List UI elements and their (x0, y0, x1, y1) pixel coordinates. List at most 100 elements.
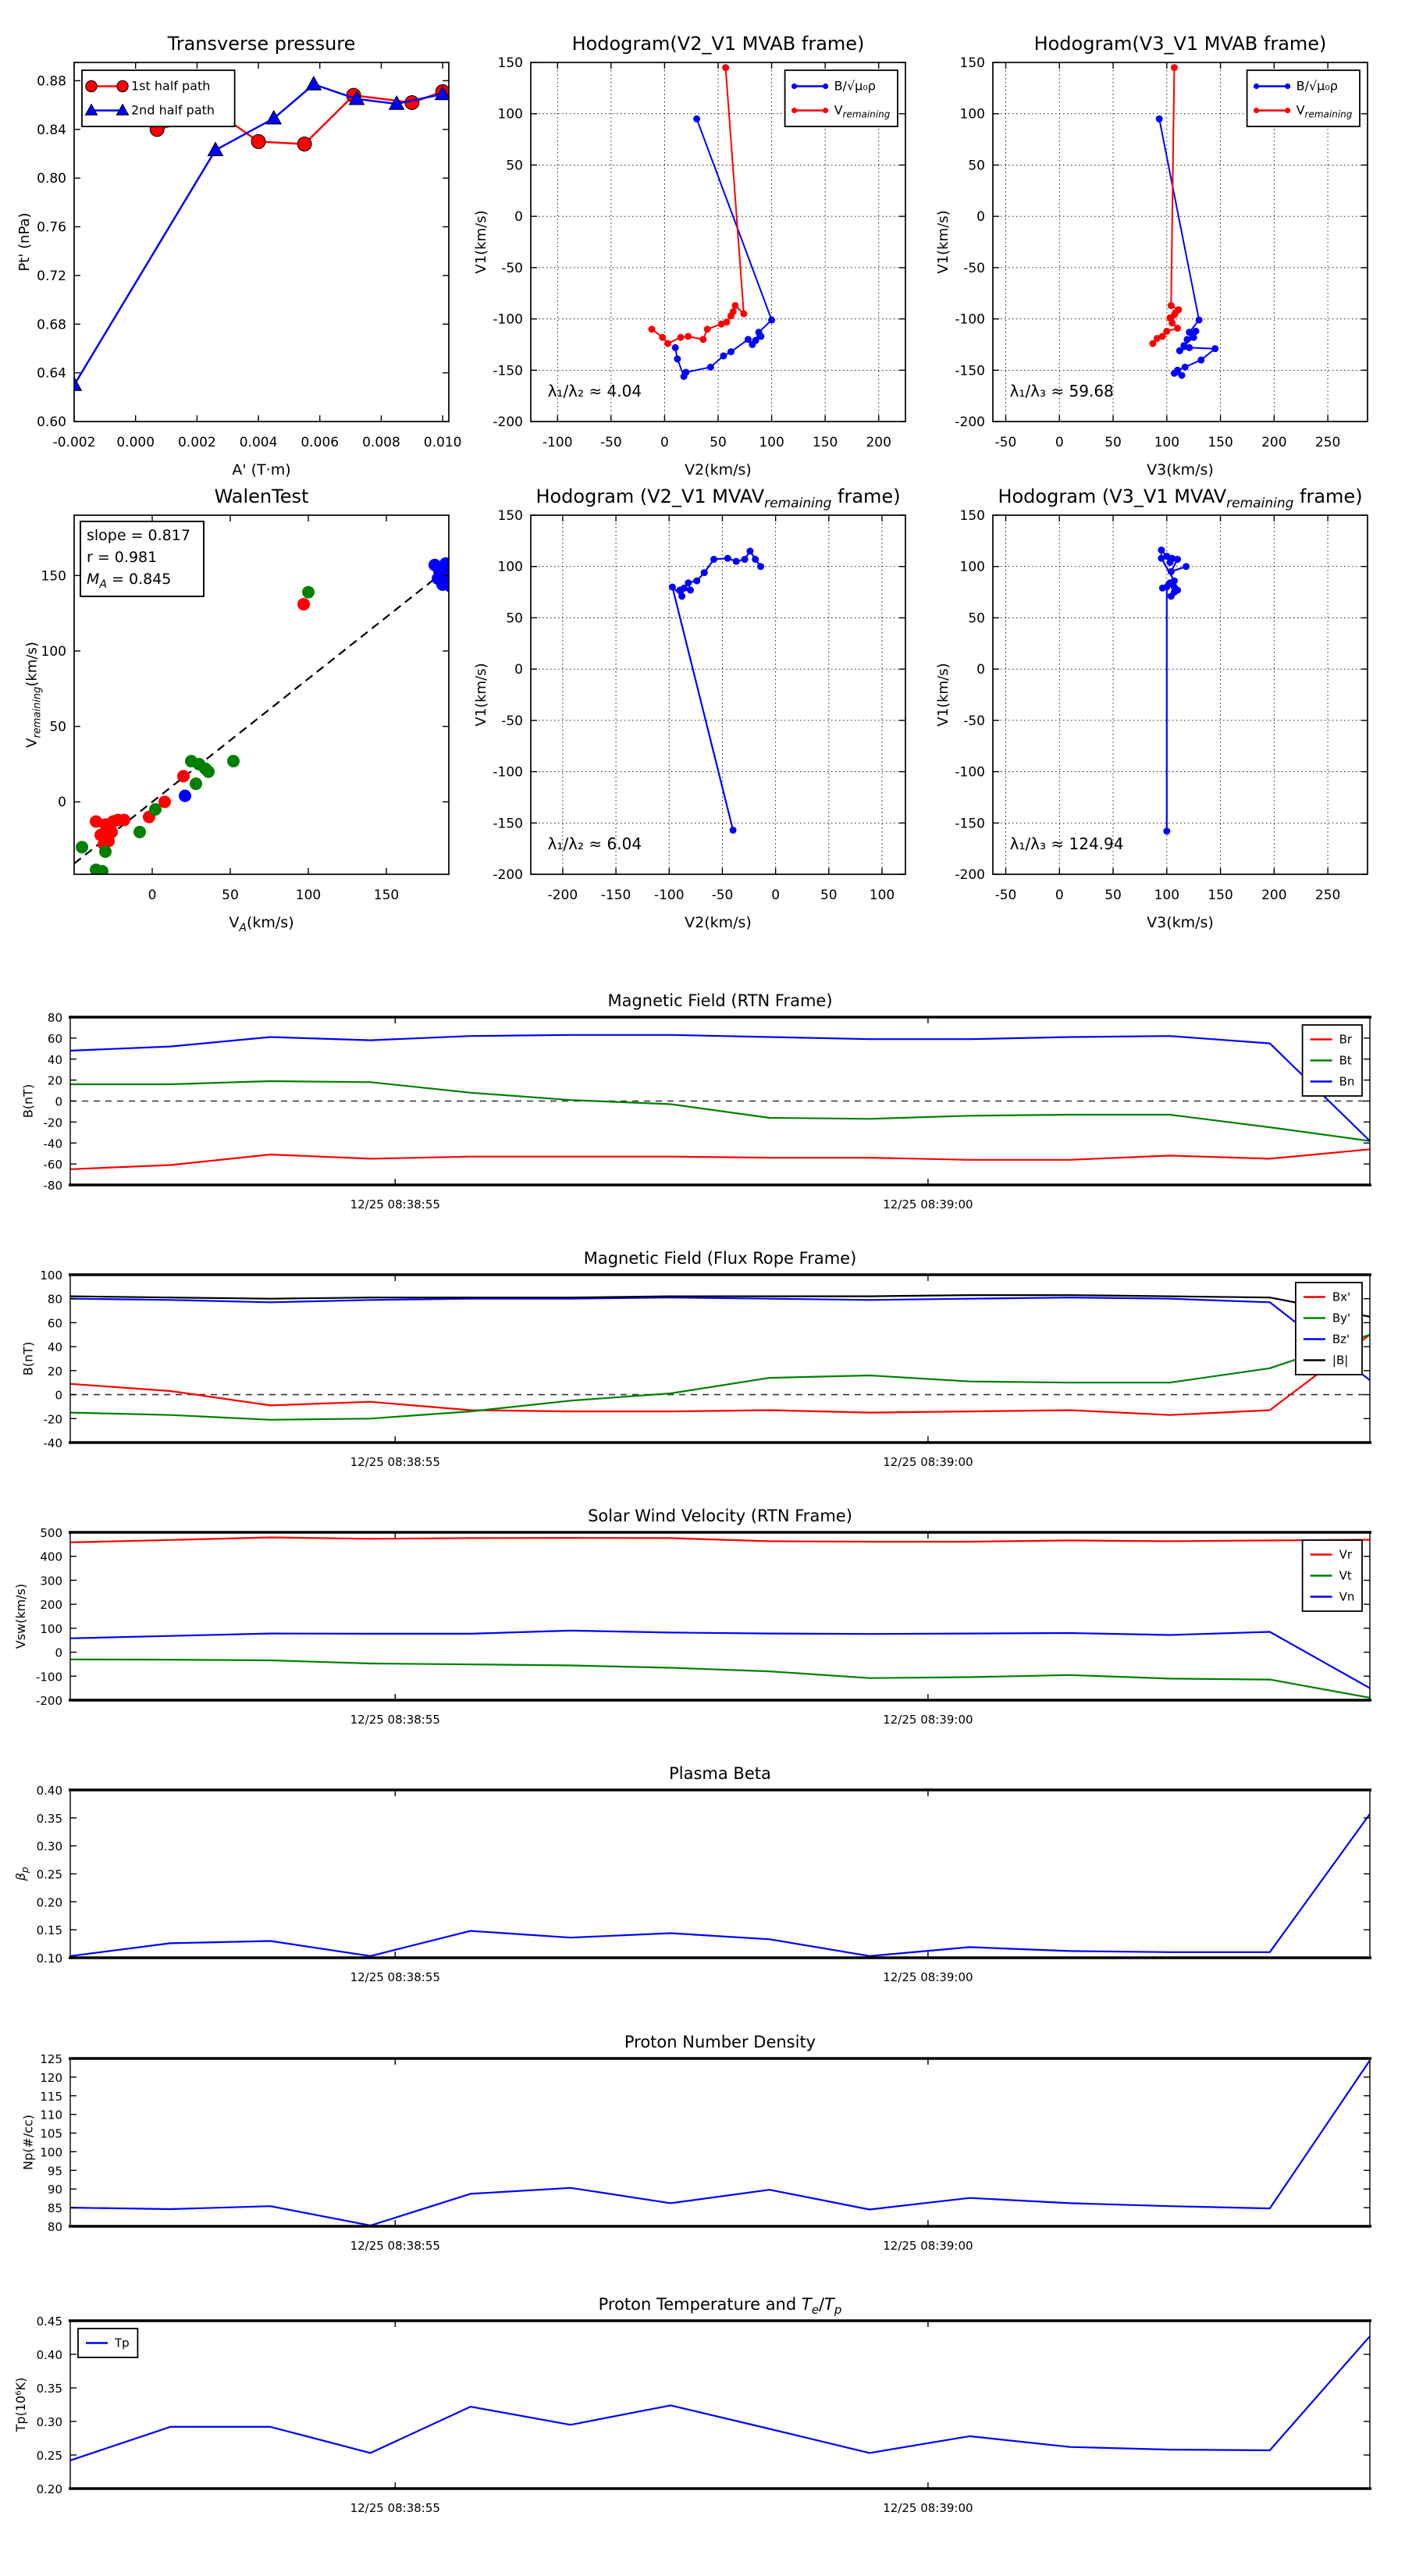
legend-label: Vr (1339, 1548, 1353, 1562)
y-tick-label: 0.30 (37, 2415, 62, 2429)
x-tick-label: 0 (771, 888, 780, 903)
y-tick-label: -20 (44, 1115, 63, 1130)
x-axis-label: V2(km/s) (685, 914, 752, 931)
series-br (70, 1148, 1370, 1170)
legend-label: Tp (114, 2336, 130, 2350)
annotation: λ₁/λ₂ ≈ 6.04 (548, 834, 642, 853)
y-tick-label: 0.80 (37, 171, 66, 187)
y-tick-label: 0.25 (37, 1868, 62, 1882)
chart-title: Magnetic Field (RTN Frame) (607, 991, 832, 1010)
y-axis-label: V1(km/s) (473, 210, 489, 273)
x-tick-label: 150 (374, 888, 399, 903)
y-tick-label: 40 (48, 1053, 62, 1067)
chart-plasma-beta: 12/25 08:38:55 12/25 08:39:00 0.10 0.15 0.20… (13, 1764, 1371, 1984)
legend-label: Bn (1339, 1075, 1355, 1089)
stats-line: MA = 0.845 (87, 571, 171, 591)
y-tick-label: 100 (40, 1268, 62, 1283)
x-tick-label: 100 (759, 435, 784, 450)
legend: B/√μ₀ρ Vremaining (784, 69, 898, 127)
series-bz-prime (70, 1297, 1370, 1381)
x-axis-label: V3(km/s) (1147, 914, 1214, 931)
y-tick-label: 100 (40, 2145, 62, 2159)
legend-label: 1st half path (131, 79, 210, 94)
y-axis-label: Pt' (nPa) (16, 212, 33, 271)
markers-v-remaining (648, 64, 748, 347)
y-tick-label: 20 (48, 1074, 62, 1088)
x-tick-label: 0 (148, 888, 157, 903)
x-tick-label: 200 (1261, 435, 1286, 450)
y-tick-label: -80 (44, 1179, 63, 1193)
markers-b-alfven (671, 115, 776, 380)
y-tick-label: -150 (955, 363, 985, 379)
y-tick-label: -100 (955, 765, 985, 781)
series-tp (70, 2336, 1370, 2461)
y-tick-label: 0.72 (37, 269, 66, 284)
y-tick-label: -200 (955, 867, 985, 883)
y-axis-label: Vsw(km/s) (13, 1584, 28, 1649)
plot-area (70, 1294, 1370, 1421)
y-tick-label: 0.40 (37, 1784, 62, 1798)
y-tick-label: 0 (55, 1095, 62, 1109)
y-tick-label: -50 (963, 713, 985, 729)
x-tick-label: 250 (1315, 435, 1340, 450)
y-tick-label: -200 (955, 415, 985, 430)
y-tick-label: 50 (968, 610, 985, 626)
y-tick-label: 95 (48, 2164, 62, 2178)
y-axis-label: B(nT) (21, 1342, 36, 1375)
legend-label: |B| (1332, 1354, 1348, 1368)
x-tick-label: 100 (1154, 888, 1179, 903)
plot-area (70, 2059, 1370, 2226)
y-tick-label: 0.25 (37, 2449, 62, 2463)
chart-b-fluxrope: 12/25 08:38:55 12/25 08:39:00 -40 -20 0 20 40 6… (21, 1249, 1371, 1469)
x-tick-label: 0 (1055, 888, 1064, 903)
y-tick-label: 150 (41, 568, 66, 584)
chart-title: Proton Number Density (624, 2033, 816, 2051)
y-tick-label: -100 (493, 312, 523, 328)
gridlines (531, 514, 905, 875)
x-tick-label: 50 (820, 888, 838, 903)
y-tick-label: 60 (48, 1032, 62, 1046)
chart-walen-test: 0 50 100 150 0 50 100 150 Vremaining(km/s) VA(km/… (24, 486, 450, 934)
y-axis-label: βp (13, 1866, 30, 1881)
chart-title: Magnetic Field (Flux Rope Frame) (584, 1249, 857, 1268)
y-tick-label: -200 (493, 415, 523, 430)
y-tick-label: 110 (40, 2108, 62, 2122)
series-vt (70, 1658, 1370, 1699)
y-tick-label: 100 (960, 560, 985, 575)
y-axis-label: Vremaining(km/s) (24, 642, 44, 748)
y-tick-label: 50 (49, 720, 66, 735)
x-tick-label: 50 (1104, 888, 1122, 903)
x-tick-label: 12/25 08:39:00 (883, 1197, 973, 1212)
plot-area (70, 1034, 1370, 1170)
stats-box: slope = 0.817 r = 0.981 MA = 0.845 (80, 521, 205, 597)
legend: 1st half path 2nd half path (81, 69, 236, 127)
y-axis-label: B(nT) (21, 1084, 36, 1118)
y-tick-label: 80 (48, 1293, 62, 1307)
y-tick-label: 80 (48, 1011, 62, 1025)
x-tick-label: 0.004 (240, 435, 278, 450)
y-tick-label: 150 (960, 508, 985, 524)
x-tick-label: -100 (654, 888, 685, 903)
y-tick-label: 60 (48, 1316, 62, 1330)
plot-area (1158, 546, 1190, 835)
x-tick-label: 12/25 08:39:00 (883, 1970, 973, 1984)
markers-scatter-red (90, 598, 310, 851)
x-tick-label: 150 (1208, 435, 1232, 450)
plot-area (1149, 64, 1219, 379)
chart-title: Hodogram(V2_V1 MVAB frame) (572, 33, 865, 55)
x-tick-label: 200 (866, 435, 891, 450)
x-tick-label: 100 (1154, 435, 1179, 450)
x-axis-label: V3(km/s) (1147, 461, 1214, 479)
y-tick-label: -50 (501, 713, 523, 729)
x-axis-label: VA(km/s) (229, 914, 293, 934)
y-tick-label: 0.30 (37, 1840, 62, 1854)
legend: B/√μ₀ρ Vremaining (1246, 69, 1361, 127)
y-tick-label: -200 (36, 1694, 62, 1708)
y-tick-label: 300 (40, 1574, 62, 1588)
chart-vsw-rtn: 12/25 08:38:55 12/25 08:39:00 -200 -100 0 100… (13, 1507, 1371, 1727)
x-tick-label: 12/25 08:38:55 (350, 2239, 440, 2253)
y-tick-label: 40 (48, 1340, 62, 1354)
x-tick-label: -50 (600, 435, 622, 450)
